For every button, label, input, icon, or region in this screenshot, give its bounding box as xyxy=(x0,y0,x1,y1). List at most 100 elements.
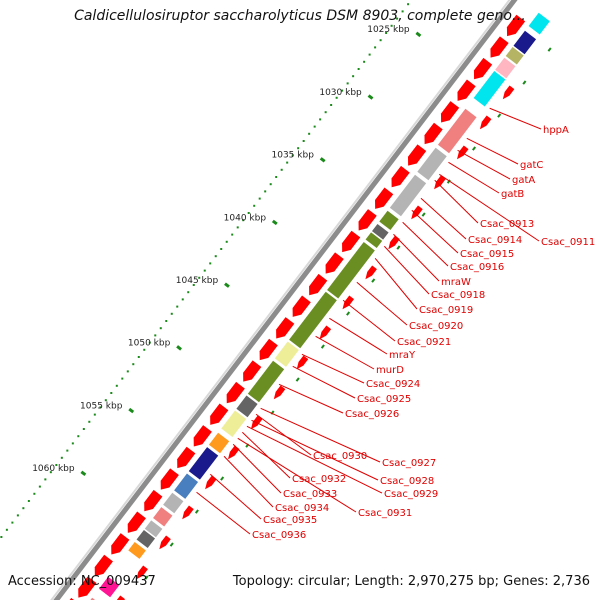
tick-dot xyxy=(66,449,69,452)
cds-small-arrow xyxy=(411,205,423,220)
tick-dot xyxy=(187,291,190,294)
cog-block-shape xyxy=(289,291,337,349)
feature-mark xyxy=(497,113,502,118)
cog-block xyxy=(327,241,375,299)
cds-small-arrow xyxy=(273,385,286,400)
gene-label: Csac_0928 xyxy=(380,476,434,487)
tick-dot xyxy=(374,46,377,49)
cds-small-arrow-shape xyxy=(434,175,446,190)
cds-small-arrow-shape xyxy=(228,445,240,460)
scale-label: 1030 kbp xyxy=(319,88,362,98)
label-leader xyxy=(292,365,356,399)
tick-dot xyxy=(115,384,118,387)
cog-block-shape xyxy=(528,12,550,35)
cog-block xyxy=(495,57,516,79)
cog-block xyxy=(163,492,184,514)
cds-small-arrow xyxy=(434,175,446,190)
backbone-highlight xyxy=(50,0,511,600)
cog-block xyxy=(371,223,389,240)
label-leaders-layer xyxy=(196,107,542,535)
gene-label: Csac_0930 xyxy=(313,451,367,462)
tick-dot xyxy=(236,226,239,229)
label-leader xyxy=(278,383,344,414)
label-leader xyxy=(255,413,312,456)
scale-tick xyxy=(128,407,135,414)
tick-dot xyxy=(44,478,47,481)
scale-ticks-layer xyxy=(80,31,422,476)
feature-mark xyxy=(522,80,527,85)
cog-block-shape xyxy=(128,541,146,559)
feature-mark xyxy=(421,212,426,217)
label-leader xyxy=(315,335,375,370)
cds-arrow-shape xyxy=(473,57,493,80)
scale-label: 1055 kbp xyxy=(80,401,123,411)
cog-block-shape xyxy=(99,576,120,598)
cog-block xyxy=(437,108,477,154)
tick-dot xyxy=(357,67,360,70)
cds-small-arrow xyxy=(502,85,515,100)
cds-arrow-shape xyxy=(424,122,443,145)
gene-label: Csac_0918 xyxy=(431,290,485,301)
tick-dot xyxy=(308,132,311,135)
cds-arrow-shape xyxy=(94,554,113,577)
label-leader xyxy=(223,455,274,508)
gene-label: Csac_0915 xyxy=(460,249,514,260)
label-leader xyxy=(457,149,511,180)
cds-arrow-shape xyxy=(160,468,179,490)
tick-dot xyxy=(346,82,349,85)
gene-labels-layer: hppA gatC gatA gatB Csac_0913 Csac_0911 Csac_0… xyxy=(252,125,595,541)
cds-arrow-shape xyxy=(193,425,212,447)
accession-text: Accession: NC_009437 xyxy=(8,574,156,589)
cds-arrow-shape xyxy=(325,252,344,274)
label-leader xyxy=(342,299,396,342)
cds-small-arrow xyxy=(136,565,148,580)
cds-arrow-shape xyxy=(457,79,476,101)
cds-arrow xyxy=(193,425,212,447)
tick-dot xyxy=(291,154,294,157)
gene-label: Csac_0927 xyxy=(382,458,436,469)
cds-small-arrow xyxy=(365,265,377,280)
tick-dot xyxy=(401,10,404,13)
cds-small-arrow-shape xyxy=(365,265,377,280)
gene-label: Csac_0925 xyxy=(357,394,411,405)
label-leader xyxy=(420,197,467,240)
cds-arrow-shape xyxy=(78,576,97,598)
cog-block xyxy=(174,473,199,499)
cds-arrow-shape xyxy=(177,446,196,469)
scale-tick xyxy=(415,31,422,38)
cds-small-arrow xyxy=(159,535,171,550)
cds-arrow-shape xyxy=(342,230,361,253)
tick-dot xyxy=(368,53,371,56)
cog-block xyxy=(128,541,146,559)
cog-block-shape xyxy=(247,360,285,403)
cog-block-shape xyxy=(513,30,537,55)
cds-arrow xyxy=(440,101,460,123)
cog-block-shape xyxy=(495,57,516,79)
cds-arrow xyxy=(292,295,311,317)
tick-dot xyxy=(396,17,399,20)
feature-mark xyxy=(446,179,451,184)
cds-arrow xyxy=(358,209,377,231)
feature-mark xyxy=(472,146,477,151)
cog-block-shape xyxy=(505,46,524,65)
tick-dot xyxy=(242,219,245,222)
cds-small-arrow xyxy=(113,595,126,600)
feature-mark xyxy=(295,377,300,382)
cog-block xyxy=(247,360,285,403)
tick-dot xyxy=(407,3,410,6)
cog-block-shape xyxy=(327,241,375,299)
cds-arrow xyxy=(407,144,427,166)
gene-label: Csac_0916 xyxy=(450,262,504,273)
map-title: Caldicellulosiruptor saccharolyticus DSM… xyxy=(74,8,526,24)
label-leader xyxy=(439,173,540,242)
cog-block-shape xyxy=(153,507,173,527)
scale-label: 1025 kbp xyxy=(367,25,410,35)
label-leader xyxy=(260,407,381,463)
tick-dot xyxy=(55,463,58,466)
cds-arrow xyxy=(243,360,262,382)
tick-dot xyxy=(324,111,327,114)
tick-dot xyxy=(148,341,151,344)
feature-mark xyxy=(320,344,325,349)
scale-tick xyxy=(224,282,230,288)
